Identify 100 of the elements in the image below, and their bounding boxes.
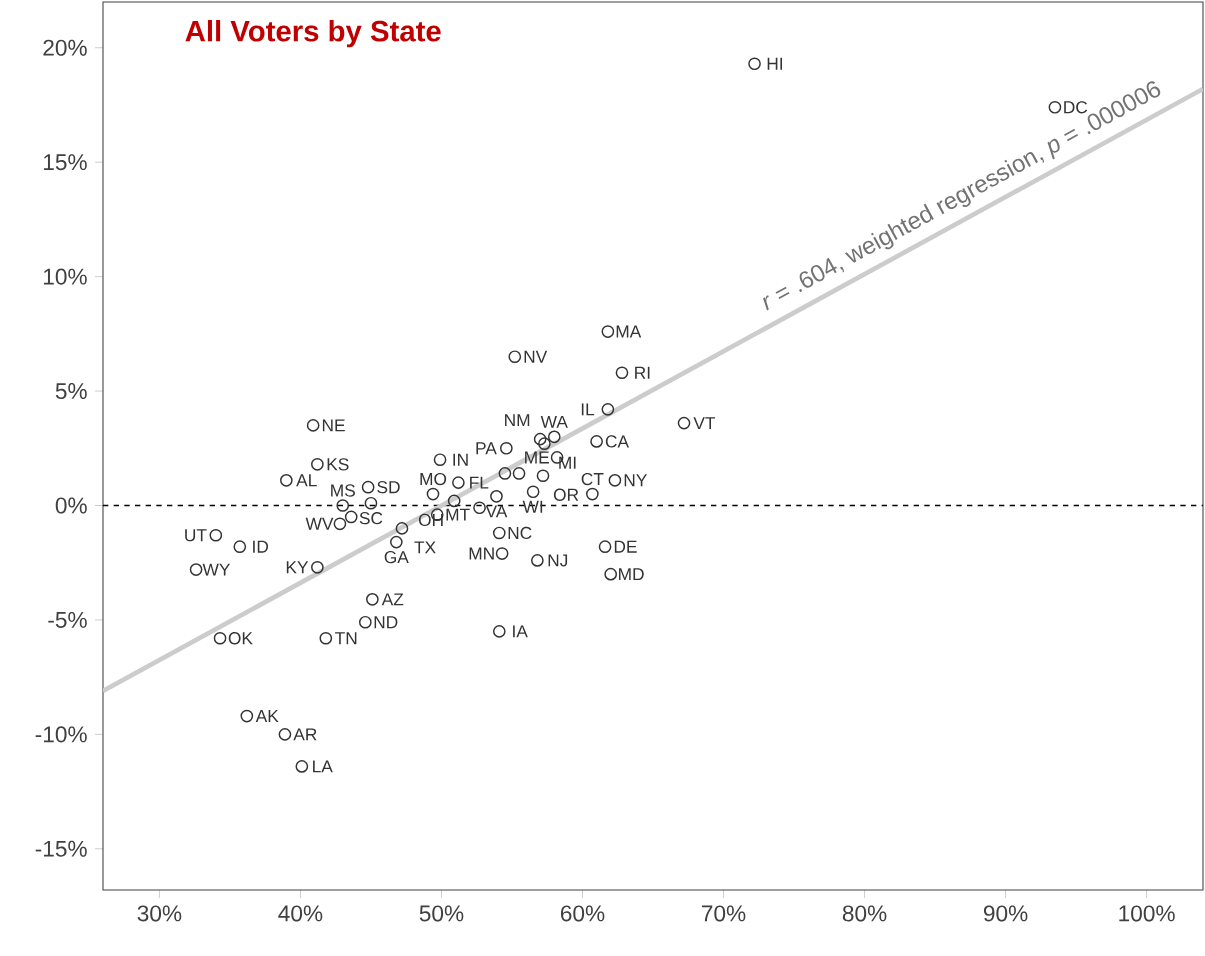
point — [1048, 100, 1062, 114]
point — [536, 469, 550, 483]
annotation: AK — [255, 710, 279, 723]
point — [590, 435, 603, 448]
annotation: ND — [374, 616, 398, 629]
annotation: OR — [553, 488, 579, 501]
point — [508, 350, 522, 364]
point — [426, 487, 440, 501]
y-tick-label: -15% — [35, 840, 87, 857]
annotation: TN — [335, 632, 357, 645]
x-tick-label: 40% — [278, 905, 323, 922]
annotation: RI — [635, 366, 650, 379]
annotation: NV — [524, 350, 548, 363]
point — [547, 430, 561, 444]
point — [601, 403, 615, 416]
point — [538, 437, 551, 451]
x-tick-label: 80% — [842, 905, 887, 922]
x-tick-label: 50% — [419, 905, 464, 922]
annotation: WV — [305, 517, 334, 530]
annotation: NC — [508, 526, 532, 540]
annotation: NY — [624, 474, 647, 487]
point — [366, 592, 379, 606]
annotation: MT — [446, 508, 470, 521]
point — [512, 467, 526, 480]
annotation: TX — [414, 541, 436, 554]
y-tick-label: -10% — [35, 726, 87, 743]
annotation: MD — [619, 568, 644, 581]
point — [311, 457, 324, 471]
point — [280, 473, 293, 487]
point — [278, 728, 292, 741]
annotation: KS — [327, 458, 349, 471]
point — [490, 490, 503, 503]
annotation: OK — [228, 632, 253, 645]
annotation: NJ — [548, 554, 568, 567]
annotation: LA — [313, 760, 333, 773]
point — [604, 567, 618, 581]
annotation: AL — [296, 474, 317, 487]
annotation: DC — [1064, 101, 1088, 114]
y-tick-label: 20% — [43, 39, 87, 56]
point — [531, 554, 544, 567]
annotation: ID — [253, 540, 269, 553]
annotation: IL — [581, 403, 595, 416]
annotation: AR — [293, 728, 317, 741]
annotation: MN — [469, 547, 494, 560]
point — [492, 625, 506, 638]
point — [189, 563, 203, 576]
point — [473, 501, 486, 515]
point — [748, 57, 761, 71]
x-tick-label: 30% — [137, 905, 182, 922]
point — [240, 709, 254, 723]
y-tick-label: 0% — [55, 497, 87, 514]
annotation: FL — [470, 476, 489, 489]
point — [452, 476, 465, 489]
annotation: CA — [605, 435, 629, 448]
point — [364, 496, 378, 510]
point — [598, 540, 612, 554]
point — [495, 547, 509, 560]
annotation: CT — [581, 472, 604, 486]
point — [361, 480, 375, 494]
annotation: DE — [614, 540, 637, 553]
annotation: MO — [420, 472, 447, 486]
point — [295, 760, 309, 773]
annotation: SC — [359, 512, 383, 525]
x-tick-label: 60% — [560, 905, 605, 922]
annotation: IN — [453, 453, 468, 466]
point — [358, 615, 372, 629]
point — [677, 416, 691, 430]
annotation: WY — [202, 563, 231, 576]
annotation: MA — [616, 325, 642, 338]
annotation: WA — [540, 415, 568, 428]
point — [533, 432, 547, 446]
point — [306, 419, 320, 432]
annotation: AZ — [381, 593, 404, 606]
point — [209, 528, 223, 542]
annotation: MI — [559, 456, 576, 469]
annotation: UT — [185, 529, 207, 542]
point — [336, 499, 350, 512]
annotation: GA — [384, 550, 409, 564]
annotation: KY — [286, 561, 309, 574]
point — [601, 325, 615, 338]
point — [586, 487, 599, 501]
annotation: NE — [322, 419, 345, 432]
annotation: VT — [693, 417, 716, 430]
x-tick-label: 90% — [983, 905, 1028, 922]
point — [395, 522, 409, 535]
annotation: PA — [476, 442, 497, 455]
point — [390, 535, 403, 549]
point — [498, 467, 512, 480]
y-tick-label: -5% — [48, 611, 87, 628]
point — [319, 631, 333, 645]
point — [447, 494, 461, 508]
point — [500, 441, 513, 455]
point — [608, 473, 622, 487]
point — [233, 540, 247, 554]
annotation: IA — [513, 625, 528, 638]
point — [492, 526, 506, 540]
point — [213, 631, 227, 645]
y-tick-label: 10% — [43, 268, 87, 285]
y-tick-label: 15% — [43, 154, 87, 171]
point — [615, 366, 629, 380]
